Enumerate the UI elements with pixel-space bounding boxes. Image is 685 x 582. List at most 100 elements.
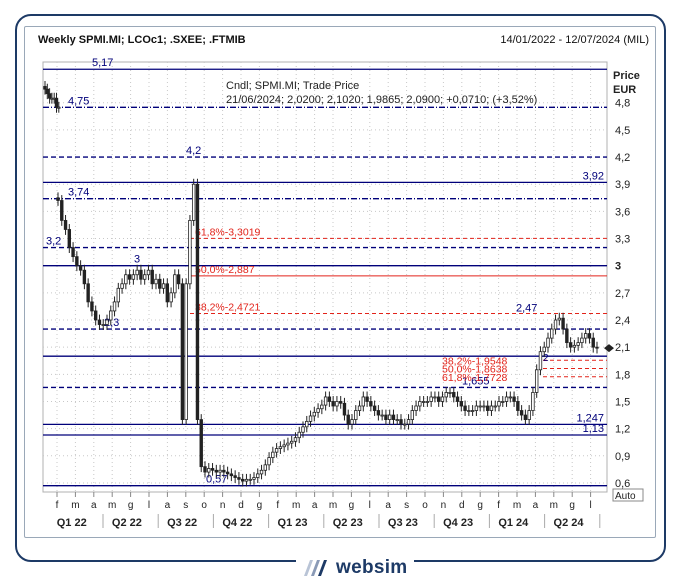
candle-body — [161, 283, 166, 289]
candle-body — [561, 317, 565, 330]
candle-body — [421, 401, 426, 403]
candle-body — [406, 419, 411, 425]
y-tick-label: 4,5 — [615, 125, 630, 137]
x-month-label: s — [404, 500, 409, 511]
candle-body — [576, 342, 580, 346]
x-month-label: g — [569, 500, 575, 511]
candle-body — [112, 301, 117, 312]
candle-body — [240, 478, 245, 482]
candle-body — [43, 86, 47, 90]
y-tick-label: 2,7 — [615, 288, 630, 300]
candle-body — [387, 414, 392, 420]
x-quarter-label: Q2 24 — [554, 517, 585, 529]
fibonacci-label: 61,8%-3,3019 — [195, 226, 261, 238]
candle-body — [169, 292, 173, 303]
candle-body — [527, 410, 531, 420]
candle-body — [67, 229, 72, 248]
candle-body — [184, 283, 188, 420]
candle-body — [448, 392, 452, 394]
x-month-label: d — [459, 500, 465, 511]
y-tick-label: 3,3 — [615, 234, 630, 246]
candle-body — [180, 283, 185, 420]
x-month-label: g — [477, 500, 483, 511]
candle-body — [497, 401, 501, 407]
candle-body — [565, 328, 569, 344]
candle-body — [429, 396, 433, 402]
x-quarter-label: Q2 22 — [112, 517, 142, 529]
candle-body — [229, 473, 234, 477]
x-month-label: f — [56, 500, 59, 511]
candle-body — [244, 478, 249, 482]
level-label: 3,2 — [46, 236, 61, 248]
y-axis-title: Price — [613, 70, 640, 82]
candle-body — [47, 93, 52, 99]
y-tick-label: 1,2 — [615, 424, 630, 436]
candle-body — [489, 405, 494, 411]
candle-body — [470, 410, 475, 412]
candle-body — [165, 283, 170, 303]
x-quarter-label: Q4 23 — [443, 517, 473, 529]
candle-body — [384, 414, 388, 420]
x-month-label: o — [201, 500, 207, 511]
candle-body — [199, 419, 203, 468]
candle-body — [316, 408, 320, 413]
x-quarter-label: Q1 24 — [498, 517, 529, 529]
candle-body — [436, 396, 441, 402]
candle-body — [493, 405, 497, 408]
date-range: 14/01/2022 - 12/07/2024 (MIL) — [500, 34, 649, 46]
candle-body — [380, 414, 384, 417]
candle-body — [289, 440, 294, 444]
candle-body — [116, 287, 121, 303]
candle-body — [207, 468, 211, 473]
candle-body — [233, 475, 237, 478]
candle-body — [142, 274, 147, 280]
candle-body — [154, 278, 158, 285]
info-line-1: Cndl; SPMI.MI; Trade Price — [226, 80, 359, 92]
candle-body — [433, 396, 437, 399]
fibonacci-label: 38,2%-2,4721 — [195, 301, 261, 313]
candle-body — [131, 274, 136, 280]
candle-body — [86, 283, 90, 303]
x-month-label: n — [441, 500, 447, 511]
candle-body — [297, 431, 301, 439]
x-month-label: m — [550, 500, 558, 511]
candle-body — [376, 410, 381, 416]
level-label: 0,57 — [206, 474, 227, 486]
x-month-label: o — [422, 500, 428, 511]
level-label: 3,92 — [583, 170, 604, 182]
candle-body — [440, 396, 445, 402]
candle-body — [312, 411, 317, 417]
x-month-label: g — [257, 500, 263, 511]
level-label: 4,2 — [186, 145, 201, 157]
candle-body — [225, 471, 230, 475]
candle-body — [124, 274, 128, 285]
websim-logo-text: websim — [336, 557, 408, 578]
candle-body — [188, 220, 192, 285]
candle-body — [101, 324, 105, 326]
candle-body — [63, 220, 68, 230]
candle-body — [286, 442, 290, 446]
candle-body — [557, 317, 562, 321]
candle-body — [195, 183, 200, 420]
candle-body — [78, 265, 83, 271]
candle-body — [410, 410, 415, 420]
x-quarter-label: Q4 22 — [222, 517, 252, 529]
candle-body — [158, 278, 162, 289]
candle-body — [203, 466, 207, 473]
candle-body — [301, 426, 305, 433]
candle-body — [323, 396, 328, 406]
candle-body — [357, 405, 362, 411]
x-month-label: a — [91, 500, 97, 511]
candle-body — [463, 405, 467, 411]
y-tick-label: 1,5 — [615, 396, 630, 408]
fibonacci-label: 50,0%-2,887 — [195, 264, 255, 276]
x-month-label: m — [513, 500, 521, 511]
recent-high-label: 2,47 — [516, 303, 537, 315]
last-price-marker — [604, 344, 614, 353]
candle-body — [109, 310, 113, 321]
chart-title: Weekly SPMI.MI; LCOc1; .SXEE; .FTMIB — [38, 34, 246, 46]
recent-low-label: 2 — [543, 353, 549, 364]
candle-body — [308, 415, 313, 422]
x-month-label: a — [533, 500, 539, 511]
x-month-label: g — [128, 500, 134, 511]
